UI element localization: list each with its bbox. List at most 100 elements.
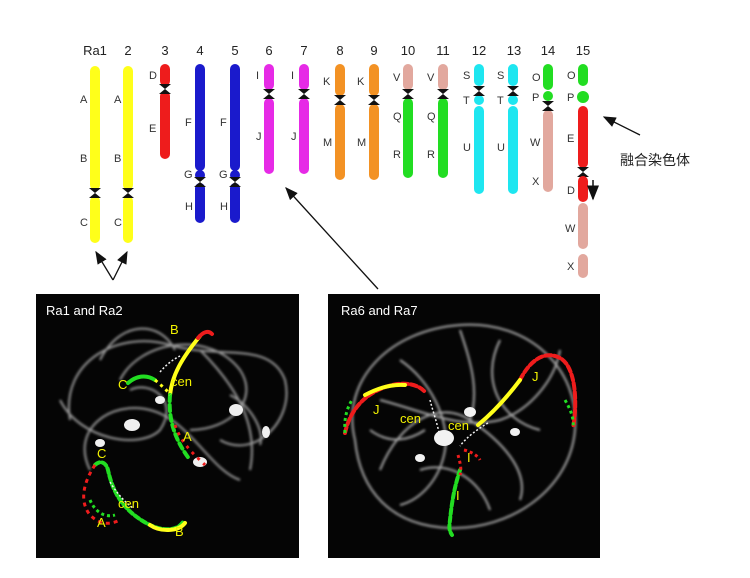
chromosome-12 bbox=[473, 64, 485, 194]
arm-label: G bbox=[219, 169, 228, 181]
arm-label: C bbox=[114, 217, 122, 229]
chromosome-8 bbox=[334, 64, 346, 180]
arm-label: K bbox=[357, 76, 365, 88]
arrow-to-chr6-7 bbox=[285, 187, 379, 290]
arm-label: R bbox=[427, 149, 435, 161]
arm-label: Q bbox=[393, 111, 402, 123]
arrow-to-chr2 bbox=[112, 250, 128, 281]
arm-label: M bbox=[323, 137, 332, 149]
arm-label: B bbox=[80, 153, 87, 165]
arm-label: J bbox=[291, 131, 297, 143]
chr15-d-segment bbox=[578, 176, 588, 202]
panel-connector-arrows bbox=[95, 187, 379, 290]
chromosome-13 bbox=[507, 64, 519, 194]
arm-label: E bbox=[567, 133, 574, 145]
chromosome-2 bbox=[122, 66, 134, 243]
micrograph-left bbox=[36, 294, 299, 558]
chromosome-15-fusion bbox=[577, 64, 599, 278]
chromosome-ideograms bbox=[89, 64, 599, 278]
panel-label: C bbox=[118, 377, 127, 392]
chr14-o-segment bbox=[543, 64, 553, 90]
arm-label: U bbox=[497, 142, 505, 154]
panel-label: I bbox=[467, 450, 471, 465]
arm-label: X bbox=[567, 261, 575, 273]
centromere-icon bbox=[194, 177, 206, 187]
centromere-icon bbox=[368, 95, 380, 105]
chr7-q-segment bbox=[299, 98, 309, 174]
arm-label: B bbox=[114, 153, 121, 165]
panel-label: J bbox=[532, 369, 539, 384]
chr10-p-segment bbox=[403, 64, 413, 90]
chr12-p-segment bbox=[474, 64, 484, 86]
chromosome-number: 12 bbox=[472, 43, 486, 58]
panel-label: cen bbox=[118, 496, 139, 511]
arm-label: W bbox=[530, 137, 541, 149]
fusion-chromosome-label: 融合染色体 bbox=[620, 152, 690, 168]
panel-ra1-ra2: Ra1 and Ra2 B C cen A C cen A B bbox=[36, 294, 299, 558]
panel-label: A bbox=[183, 429, 192, 444]
chr8-p-segment bbox=[335, 64, 345, 96]
chr9-q-segment bbox=[369, 104, 379, 180]
chr15-x-segment bbox=[578, 254, 588, 278]
chromosome-5 bbox=[229, 64, 241, 223]
arm-label: V bbox=[427, 72, 435, 84]
arm-label: F bbox=[220, 117, 227, 129]
chr3-q-segment bbox=[160, 91, 170, 159]
arm-label: T bbox=[463, 95, 470, 107]
chromosome-14 bbox=[542, 64, 554, 192]
arm-label: D bbox=[149, 70, 157, 82]
chromosome-6 bbox=[263, 64, 275, 174]
arm-label: W bbox=[565, 223, 576, 235]
centromere-icon bbox=[542, 101, 554, 111]
centromere-icon bbox=[577, 167, 589, 177]
arrow-to-chr1 bbox=[95, 250, 114, 281]
chr4-p-segment bbox=[195, 64, 205, 171]
centromere-icon bbox=[334, 95, 346, 105]
chr12-t-segment bbox=[474, 95, 484, 105]
centromere-icon bbox=[507, 86, 519, 96]
panel-label: cen bbox=[171, 374, 192, 389]
chr5-p-segment bbox=[230, 64, 240, 171]
chr6-p-segment bbox=[264, 64, 274, 90]
arm-label: Q bbox=[427, 111, 436, 123]
chr11-p-segment bbox=[438, 64, 448, 90]
chromosome-number: 8 bbox=[336, 43, 343, 58]
chromosome-number: 3 bbox=[161, 43, 168, 58]
arm-label: S bbox=[497, 70, 504, 82]
chr13-p-segment bbox=[508, 64, 518, 86]
chromosome-11 bbox=[437, 64, 449, 178]
panel-label: J bbox=[373, 402, 380, 417]
arm-label: A bbox=[80, 94, 88, 106]
arm-label: M bbox=[357, 137, 366, 149]
fusion-annotation-arrow bbox=[602, 116, 641, 136]
arm-label: E bbox=[149, 123, 156, 135]
chromosome-number: 11 bbox=[436, 43, 450, 58]
bright-spots bbox=[95, 396, 270, 467]
chromosome-number: 15 bbox=[576, 43, 590, 58]
chr15-o-segment bbox=[578, 64, 588, 86]
chromosome-number: 5 bbox=[231, 43, 238, 58]
chr14-q-segment bbox=[543, 110, 553, 192]
micrograph-right bbox=[328, 294, 600, 558]
arm-label: D bbox=[567, 185, 575, 197]
arm-label: H bbox=[220, 201, 228, 213]
arm-label: I bbox=[256, 70, 259, 82]
chr1-p-segment bbox=[90, 66, 100, 190]
chr6-q-segment bbox=[264, 98, 274, 174]
arm-label: U bbox=[463, 142, 471, 154]
chr15-p-segment bbox=[577, 91, 589, 103]
arm-label: P bbox=[532, 92, 539, 104]
chr10-q-segment bbox=[403, 98, 413, 178]
arm-label: X bbox=[532, 176, 540, 188]
chr13-t-segment bbox=[508, 95, 518, 105]
arm-label: R bbox=[393, 149, 401, 161]
panel-title: Ra6 and Ra7 bbox=[341, 303, 418, 318]
arm-label: K bbox=[323, 76, 331, 88]
chromosome-1 bbox=[89, 66, 101, 243]
chromosome-number: 10 bbox=[401, 43, 415, 58]
arm-label: V bbox=[393, 72, 401, 84]
chromosome-10 bbox=[402, 64, 414, 178]
chr2-p-segment bbox=[123, 66, 133, 190]
centromere-icon bbox=[298, 89, 310, 99]
